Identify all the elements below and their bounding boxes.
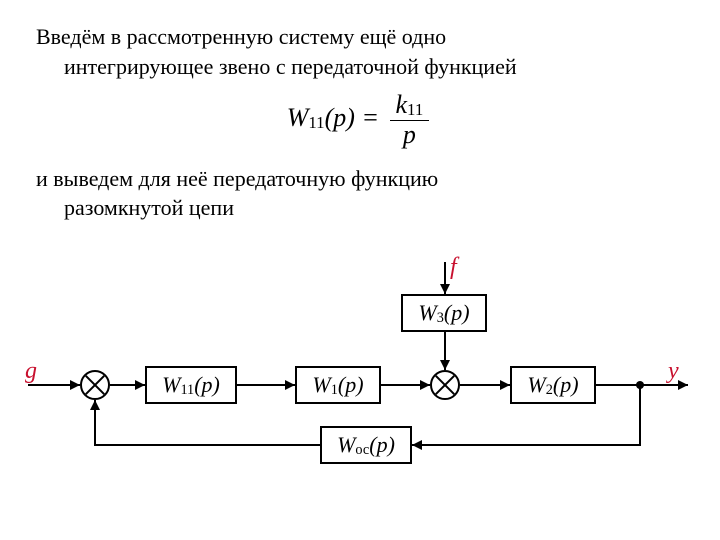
formula-num-k: k	[396, 90, 408, 119]
block-w11-sub: 11	[180, 382, 194, 398]
block-w11: W11(p)	[145, 366, 237, 404]
transfer-function-formula: W11(p) = k11 p	[36, 91, 684, 149]
para2-line1: и выведем для неё передаточную функцию	[36, 166, 438, 191]
block-w11-arg: (p)	[194, 372, 220, 397]
block-w11-W: W	[162, 372, 180, 397]
block-w1: W1(p)	[295, 366, 381, 404]
summer-input	[80, 370, 110, 400]
signal-f: f	[450, 254, 457, 281]
block-w1-W: W	[312, 372, 330, 397]
formula-W-sub: 11	[308, 113, 324, 132]
block-w1-sub: 1	[331, 382, 338, 398]
signal-y: y	[668, 358, 679, 385]
signal-g: g	[25, 358, 37, 385]
block-w2-W: W	[527, 372, 545, 397]
para1-line1: Введём в рассмотренную систему ещё одно	[36, 24, 446, 49]
formula-den: p	[390, 121, 430, 150]
block-w3-W: W	[418, 300, 436, 325]
output-node	[636, 381, 644, 389]
block-w2: W2(p)	[510, 366, 596, 404]
formula-close-eq: ) =	[346, 103, 379, 132]
formula-open: (	[325, 103, 334, 132]
intro-paragraph-2: и выведем для неё передаточную функцию р…	[36, 164, 684, 223]
summer-disturbance	[430, 370, 460, 400]
block-w3-sub: 3	[437, 310, 444, 326]
formula-fraction: k11 p	[390, 91, 430, 149]
block-woc: Wос(p)	[320, 426, 412, 464]
block-diagram: g f y W11(p) W1(p) W3(p) W2(p) Wос(p)	[20, 250, 700, 530]
intro-paragraph-1: Введём в рассмотренную систему ещё одно …	[36, 22, 684, 81]
block-w1-arg: (p)	[338, 372, 364, 397]
formula-p: p	[333, 103, 346, 132]
block-woc-W: W	[337, 432, 355, 457]
formula-W: W	[287, 103, 309, 132]
block-w3-arg: (p)	[444, 300, 470, 325]
block-woc-sub: ос	[355, 442, 369, 458]
para1-line2: интегрирующее звено с передаточной функц…	[36, 52, 684, 82]
block-w2-sub: 2	[546, 382, 553, 398]
block-w3: W3(p)	[401, 294, 487, 332]
block-woc-arg: (p)	[369, 432, 395, 457]
formula-num-sub: 11	[407, 100, 423, 119]
block-w2-arg: (p)	[553, 372, 579, 397]
para2-line2: разомкнутой цепи	[36, 193, 684, 223]
